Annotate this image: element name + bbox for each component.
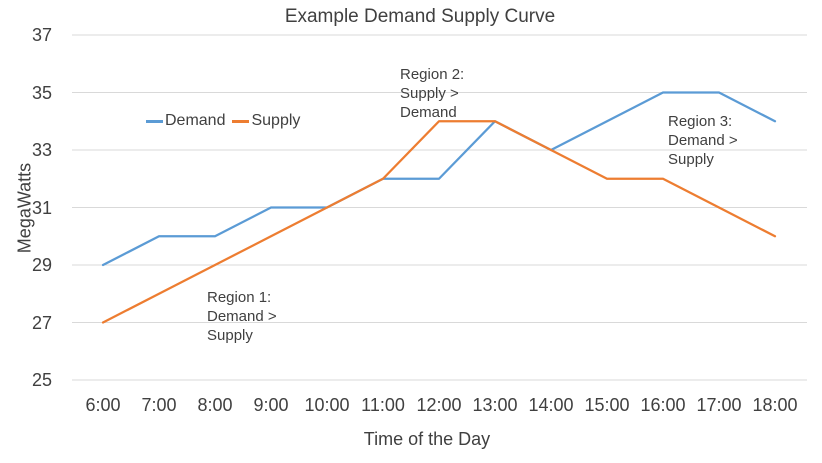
y-tick-label: 37: [31, 25, 52, 45]
annotation-line: Region 3:: [668, 113, 733, 130]
y-tick-label: 27: [31, 312, 52, 333]
x-tick-label: 16:00: [640, 395, 686, 415]
y-tick-label: 25: [31, 370, 52, 390]
y-tick-label: 35: [31, 82, 52, 103]
annotation-line: Supply: [668, 151, 714, 168]
annotation-line: Region 1:: [207, 289, 272, 306]
y-tick-label: 31: [31, 197, 52, 218]
annotation-line: Supply >: [400, 85, 459, 102]
annotation-line: Region 2:: [400, 66, 465, 83]
x-tick-label: 6:00: [85, 395, 121, 415]
supply-series-line[interactable]: [101, 120, 777, 324]
x-tick-label: 11:00: [361, 395, 405, 415]
x-tick-label: 10:00: [304, 395, 350, 415]
legend-item-demand[interactable]: Demand: [146, 112, 225, 130]
annotation-line: Demand: [400, 104, 457, 121]
annotation-line: Demand >: [207, 308, 277, 325]
gridlines: [72, 34, 807, 381]
y-tick-label: 29: [31, 255, 52, 275]
x-tick-label: 13:00: [472, 395, 518, 415]
x-tick-label: 9:00: [253, 395, 289, 415]
x-tick-label: 8:00: [197, 395, 233, 415]
x-tick-label: 14:00: [528, 395, 574, 415]
y-tick-label: 33: [31, 140, 52, 160]
x-tick-label: 12:00: [416, 395, 462, 415]
x-axis-title: Time of the Day: [363, 429, 491, 449]
demand-line-swatch-icon: [146, 119, 163, 123]
chart-title: Example Demand Supply Curve: [284, 6, 556, 27]
annotation-region-2: Region 2: Supply > Demand: [400, 65, 464, 122]
annotation-region-3: Region 3: Demand > Supply: [668, 112, 738, 169]
x-tick-label: 15:00: [584, 395, 630, 415]
legend-label-demand: Demand: [165, 112, 226, 129]
annotation-line: Demand >: [668, 132, 738, 149]
x-tick-label: 7:00: [141, 395, 177, 415]
supply-line-swatch-icon: [232, 119, 250, 123]
annotation-line: Supply: [207, 327, 253, 344]
legend-label-supply: Supply: [251, 112, 301, 129]
demand-series-line[interactable]: [101, 91, 777, 267]
legend-item-supply[interactable]: Supply: [232, 112, 300, 130]
annotation-region-1: Region 1: Demand > Supply: [207, 288, 277, 345]
legend: Demand Supply: [146, 112, 307, 130]
x-tick-label: 18:00: [752, 395, 798, 415]
x-tick-label: 17:00: [696, 395, 742, 415]
